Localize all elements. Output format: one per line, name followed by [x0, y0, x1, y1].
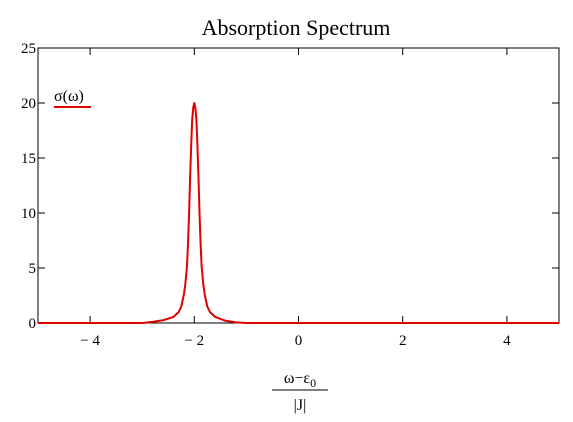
- y-tick-label: 15: [21, 151, 36, 167]
- x-axis-tick-labels: − 4 − 2 0 2 4: [80, 333, 511, 349]
- x-axis-label-denominator: |J|: [294, 397, 307, 414]
- x-axis-label-subscript: 0: [310, 376, 316, 390]
- series-line-sigma: [38, 102, 559, 324]
- legend-entry-sigma: σ(ω): [54, 88, 84, 105]
- y-axis-ticks: [38, 47, 559, 324]
- x-axis-label: ω−ε0 |J|: [272, 370, 328, 414]
- legend: σ(ω): [54, 88, 91, 108]
- x-tick-label: 2: [399, 333, 407, 349]
- y-tick-label: 0: [29, 316, 37, 332]
- y-tick-label: 5: [29, 261, 37, 277]
- svg-text:ω−ε0: ω−ε0: [284, 370, 316, 390]
- y-tick-label: 10: [21, 206, 36, 222]
- x-tick-label: − 2: [184, 333, 204, 349]
- plot-frame: [37, 47, 560, 324]
- y-axis-tick-labels: 0 5 10 15 20 25: [21, 41, 36, 332]
- x-axis-label-numerator: ω−ε: [284, 370, 311, 387]
- y-tick-label: 25: [21, 41, 36, 57]
- x-tick-label: 4: [503, 333, 511, 349]
- x-axis-ticks: [89, 48, 508, 323]
- x-tick-label: 0: [295, 333, 303, 349]
- chart-title: Absorption Spectrum: [202, 15, 391, 40]
- x-tick-label: − 4: [80, 333, 100, 349]
- y-tick-label: 20: [21, 96, 36, 112]
